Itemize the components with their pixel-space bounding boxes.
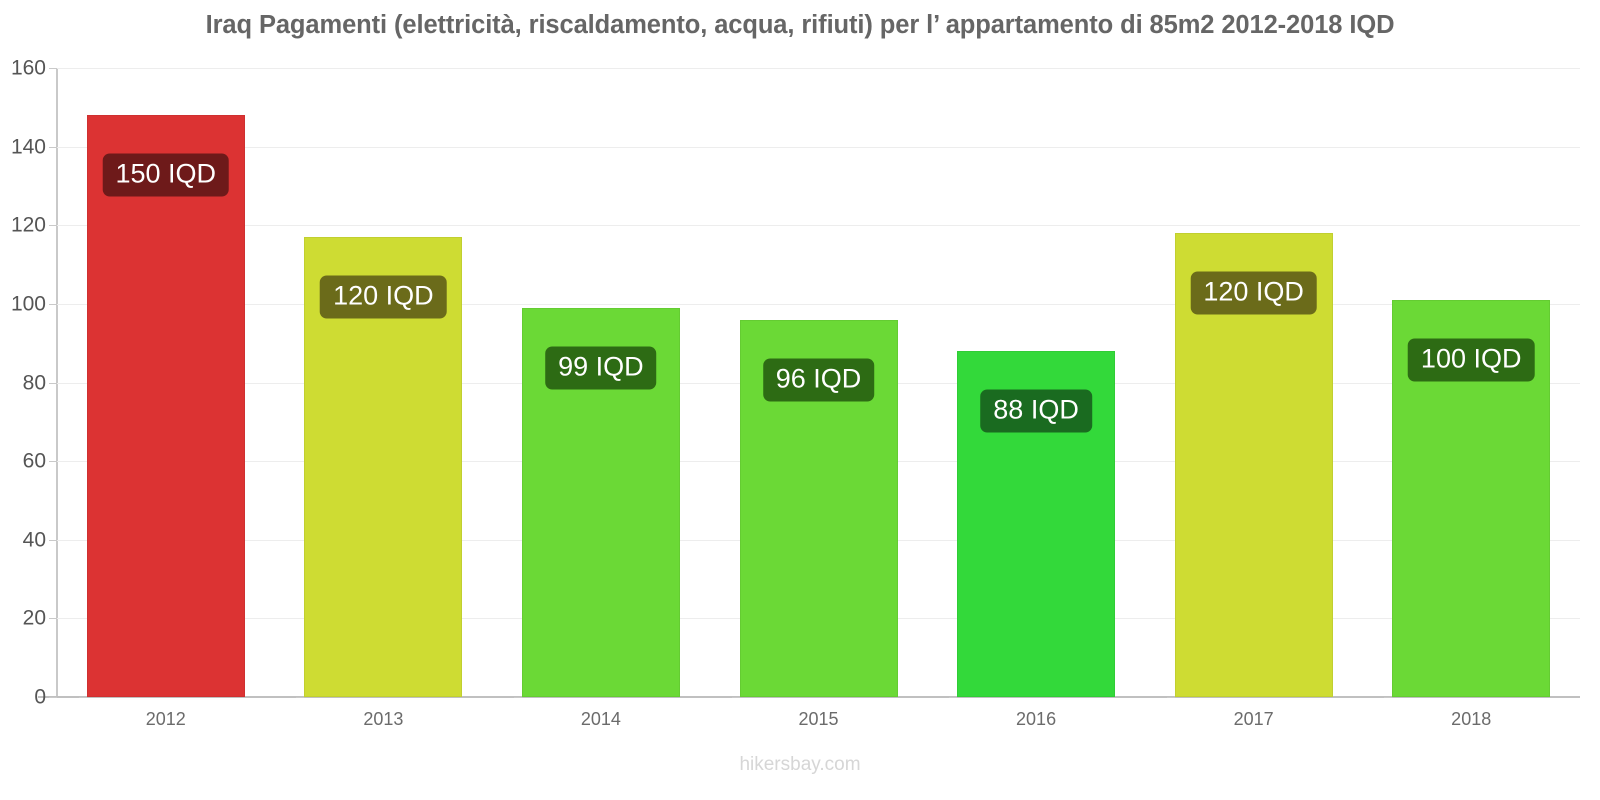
- y-tick-mark: [49, 697, 57, 698]
- bar[interactable]: [86, 115, 245, 697]
- gridline: [57, 225, 1580, 227]
- y-tick-label: 0: [34, 685, 46, 709]
- y-tick-label: 20: [22, 606, 46, 630]
- y-tick-mark: [49, 68, 57, 69]
- y-tick-mark: [49, 146, 57, 148]
- x-tick-label: 2015: [798, 709, 839, 729]
- x-tick-mark: [513, 697, 522, 698]
- bar-value-label: 150 IQD: [102, 153, 230, 197]
- gridline: [57, 68, 1580, 69]
- y-tick-label: 100: [10, 292, 46, 316]
- y-tick-label: 120: [10, 213, 46, 237]
- bar-value-label: 96 IQD: [762, 358, 875, 402]
- y-tick-mark: [49, 382, 57, 384]
- x-tick-mark: [78, 697, 87, 698]
- footer-credit: hikersbay.com: [739, 754, 861, 775]
- bar-value-label: 99 IQD: [545, 346, 657, 390]
- y-tick-mark: [49, 303, 57, 305]
- y-tick-mark: [49, 225, 57, 227]
- bar-value-label: 120 IQD: [1190, 271, 1317, 315]
- x-tick-label: 2018: [1451, 709, 1492, 729]
- gridline: [57, 146, 1580, 148]
- x-axis-line: [38, 696, 1580, 698]
- x-tick-mark: [731, 697, 740, 698]
- chart-title: Iraq Pagamenti (elettricità, riscaldamen…: [205, 11, 1395, 39]
- y-tick-mark: [49, 539, 57, 541]
- x-tick-mark: [1166, 697, 1175, 698]
- y-tick-label: 40: [22, 528, 46, 552]
- x-tick-label: 2012: [145, 709, 186, 729]
- y-tick-label: 60: [22, 449, 46, 473]
- bar-value-label: 120 IQD: [320, 275, 447, 319]
- x-tick-label: 2016: [1016, 709, 1057, 729]
- x-tick-mark: [296, 697, 305, 698]
- bar-value-label: 100 IQD: [1407, 338, 1535, 382]
- bar-value-label: 88 IQD: [980, 389, 1092, 433]
- x-tick-label: 2013: [363, 709, 404, 729]
- x-tick-label: 2014: [580, 709, 621, 729]
- y-tick-label: 80: [22, 371, 46, 394]
- y-tick-mark: [49, 461, 57, 463]
- x-tick-label: 2017: [1233, 709, 1274, 729]
- y-tick-label: 160: [10, 56, 46, 80]
- gridline: [57, 303, 1580, 305]
- x-tick-mark: [1384, 697, 1393, 698]
- y-tick-mark: [49, 618, 57, 620]
- y-tick-label: 140: [10, 135, 46, 159]
- x-tick-mark: [949, 697, 958, 698]
